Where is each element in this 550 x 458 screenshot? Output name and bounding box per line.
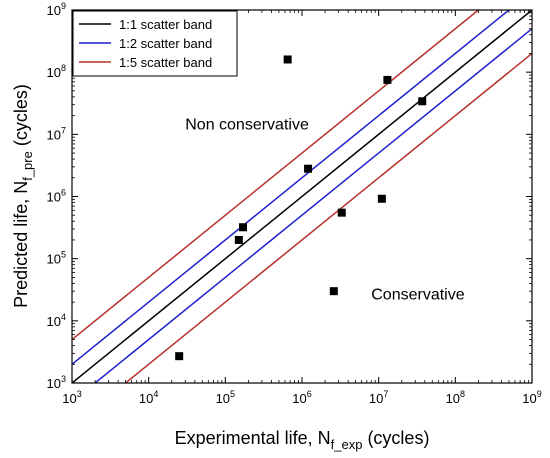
x-tick-label: 108 [446, 389, 465, 406]
data-point-1 [175, 352, 184, 361]
y-tick-label: 104 [47, 312, 66, 329]
annotation-conservative: Conservative [371, 287, 464, 304]
y-tick-label: 106 [47, 188, 66, 205]
x-tick-label: 105 [216, 389, 235, 406]
x-tick-label: 107 [369, 389, 388, 406]
y-tick-label: 107 [47, 125, 66, 142]
band-line-1-1-scatter-band-1 [72, 10, 532, 383]
data-point-2 [234, 235, 243, 244]
data-point-5 [304, 164, 313, 173]
x-tick-label: 109 [522, 389, 541, 406]
band-line-1-5-scatter-band-1 [72, 10, 480, 341]
data-point-8 [377, 194, 386, 203]
y-tick-label: 103 [47, 374, 66, 391]
band-line-1-2-scatter-band-2 [93, 28, 532, 383]
data-point-3 [239, 223, 248, 232]
legend-label-1-1-scatter-band: 1:1 scatter band [119, 17, 212, 32]
data-point-10 [418, 97, 427, 106]
data-point-4 [283, 55, 292, 64]
scatter-bands [72, 10, 532, 383]
band-line-1-2-scatter-band-1 [72, 10, 511, 365]
data-point-6 [329, 287, 338, 296]
y-tick-label: 109 [47, 1, 66, 18]
data-points [175, 55, 427, 361]
y-tick-label: 105 [47, 250, 66, 267]
data-point-7 [337, 208, 346, 217]
band-line-1-5-scatter-band-2 [124, 52, 532, 383]
legend: 1:1 scatter band 1:2 scatter band 1:5 scat… [72, 10, 238, 77]
y-tick-label: 108 [47, 63, 66, 80]
legend-label-1-5-scatter-band: 1:5 scatter band [119, 55, 212, 70]
x-axis-title: Experimental life, Nf_exp (cycles) [175, 428, 430, 452]
annotation-non-conservative: Non conservative [185, 116, 309, 133]
data-point-9 [383, 75, 392, 84]
x-tick-label: 103 [62, 389, 81, 406]
legend-label-1-2-scatter-band: 1:2 scatter band [119, 36, 212, 51]
x-tick-label: 104 [139, 389, 158, 406]
region-annotations: Non conservative Conservative [185, 116, 464, 303]
x-tick-label: 106 [292, 389, 311, 406]
y-axis-title: Predicted life, Nf_pre (cycles) [11, 84, 35, 308]
